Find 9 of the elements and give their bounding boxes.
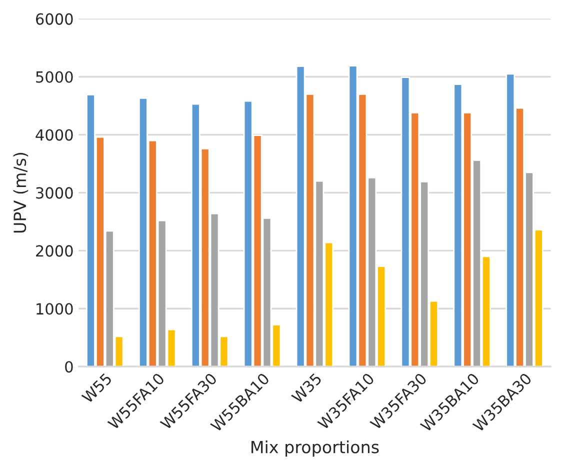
y-tick-label: 4000 [36, 129, 73, 141]
x-axis-title: Mix proportions [252, 440, 379, 457]
y-tick-label: 5000 [36, 71, 73, 83]
y-tick-label: 3000 [36, 187, 73, 199]
y-tick-label: 2000 [36, 245, 73, 257]
y-tick-label: 1000 [36, 303, 73, 315]
y-tick-label: 6000 [36, 13, 73, 25]
y-axis-title: UPV (m/s) [13, 152, 28, 232]
y-tick-label: 0 [65, 361, 73, 373]
